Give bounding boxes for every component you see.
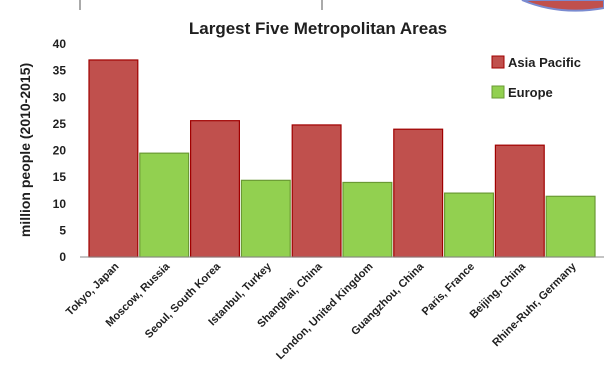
y-tick-label: 5 (59, 223, 66, 237)
x-tick-label: Rhine-Ruhr, Germany (490, 260, 579, 349)
x-tick-label: London, United Kingdom (274, 260, 376, 362)
y-tick-label: 40 (53, 37, 67, 51)
y-tick-label: 35 (53, 64, 67, 78)
x-tick-label: Paris, France (420, 261, 477, 318)
bar-london-united-kingdom (342, 181, 393, 258)
bar-istanbul-turkey (240, 179, 291, 258)
bar-shanghai-china (291, 124, 342, 258)
y-tick-label: 25 (53, 117, 67, 131)
legend-label: Asia Pacific (508, 55, 581, 70)
bar-seoul-south-korea (190, 120, 241, 258)
x-tick-label: Tokyo, Japan (64, 260, 122, 318)
legend: Asia Pacific Europe (491, 55, 581, 100)
y-axis-label: million people (2010-2015) (17, 63, 33, 237)
bar-guangzhou-china (393, 128, 444, 258)
bar-paris-france (444, 192, 495, 258)
y-tick-label: 10 (53, 197, 67, 211)
y-tick-label: 0 (59, 250, 66, 264)
bars (88, 59, 596, 258)
y-tick-label: 20 (53, 144, 67, 158)
y-tick-label: 15 (53, 170, 67, 184)
top-strip (0, 0, 604, 14)
legend-swatch (491, 85, 505, 99)
y-tick-label: 30 (53, 90, 67, 104)
bar-tokyo-japan (88, 59, 139, 258)
chart-title: Largest Five Metropolitan Areas (189, 19, 447, 38)
y-axis: 0 5 10 15 20 25 30 35 40 (53, 37, 67, 264)
bar-rhine-ruhr-germany (545, 195, 596, 258)
legend-label: Europe (508, 85, 553, 100)
bar-beijing-china (494, 144, 545, 258)
bar-moscow-russia (139, 152, 190, 258)
legend-swatch (491, 55, 505, 69)
